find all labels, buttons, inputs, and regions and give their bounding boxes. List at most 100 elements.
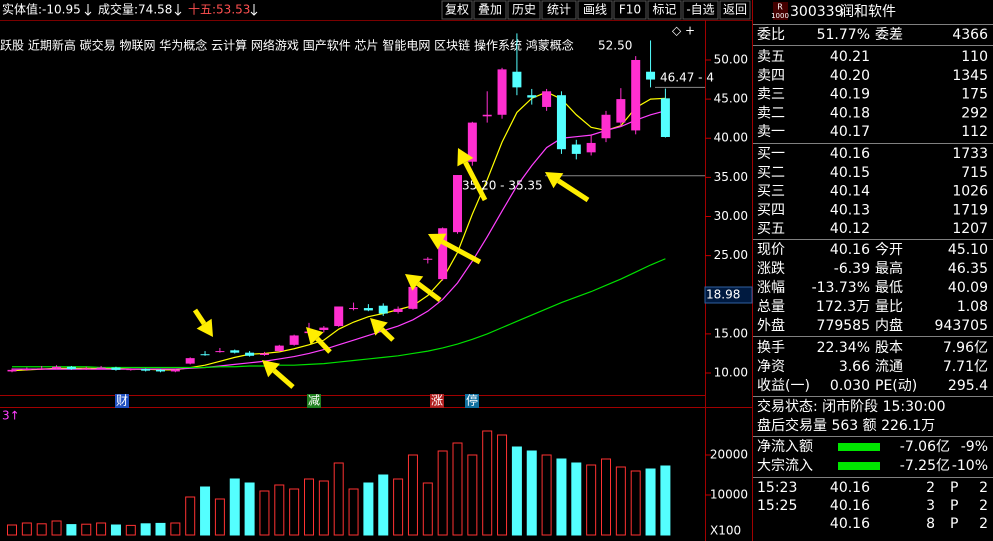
quote-text: 交易状态: 闭市阶段 15:30:00 bbox=[757, 398, 946, 415]
volume-bar bbox=[630, 470, 641, 536]
candle-body bbox=[22, 369, 32, 371]
quote-text: 涨幅 bbox=[757, 280, 785, 296]
toolbar-button[interactable] bbox=[541, 0, 577, 20]
candle-body bbox=[616, 99, 626, 123]
price-cursor-box bbox=[704, 286, 753, 304]
candle-body bbox=[230, 350, 240, 353]
toolbar-button-label[interactable]: 历史 bbox=[512, 3, 536, 17]
candle-body bbox=[542, 91, 552, 107]
quote-text: -9% bbox=[961, 439, 988, 455]
arrow-head bbox=[370, 318, 388, 336]
candle-body bbox=[453, 175, 462, 233]
candle-body bbox=[586, 142, 596, 153]
toolbar-button[interactable] bbox=[682, 0, 719, 20]
candle-body bbox=[512, 71, 522, 88]
indicator: 十五:53.53 bbox=[188, 3, 250, 17]
event-marker[interactable]: 停 bbox=[466, 393, 478, 408]
volume-bar bbox=[452, 442, 463, 536]
toolbar-button[interactable] bbox=[441, 0, 473, 20]
candle-body bbox=[259, 353, 269, 356]
y-tick-label: 45.00 bbox=[714, 92, 748, 106]
toolbar-button-label[interactable]: 画线 bbox=[583, 3, 607, 17]
candle-body bbox=[81, 368, 91, 370]
quote-text: 15:25 bbox=[757, 498, 797, 514]
volume-bar bbox=[200, 486, 211, 536]
candle-body bbox=[527, 95, 537, 98]
toolbar-button[interactable] bbox=[719, 0, 751, 20]
event-marker-box bbox=[465, 394, 479, 408]
quote-text: 40.16 bbox=[830, 516, 870, 532]
quote-text: 779585 bbox=[817, 318, 870, 334]
toolbar-button-label[interactable]: 返回 bbox=[723, 3, 747, 17]
quote-text: 0.030 bbox=[830, 378, 870, 394]
quote-text: 卖五 bbox=[757, 49, 785, 65]
quote-text: 委比 bbox=[757, 27, 785, 43]
moving-average bbox=[12, 110, 666, 370]
annotation: 52.50 bbox=[598, 39, 632, 53]
candle-body bbox=[349, 308, 359, 310]
toolbar-button-label[interactable]: 标记 bbox=[652, 3, 676, 17]
arrow-head bbox=[306, 327, 324, 345]
toolbar-button-label[interactable]: 复权 bbox=[445, 3, 469, 17]
volume-bar bbox=[51, 520, 62, 536]
quote-text: 量比 bbox=[875, 299, 903, 315]
event-marker[interactable]: 减 bbox=[308, 394, 320, 408]
arrow-head bbox=[457, 148, 474, 167]
quote-text: 4366 bbox=[952, 27, 988, 43]
arrow-shaft bbox=[379, 327, 395, 342]
quote-text: 45.10 bbox=[948, 242, 988, 258]
volume-bar bbox=[615, 466, 626, 536]
concepts: 跃股 近期新高 碳交易 物联网 华为概念 云计算 网络游戏 国产软件 芯片 智能… bbox=[0, 38, 574, 53]
toolbar-button[interactable] bbox=[613, 0, 647, 20]
quote-text: P bbox=[950, 498, 958, 514]
toolbar-button[interactable] bbox=[647, 0, 682, 20]
volume-bar bbox=[229, 478, 240, 536]
quote-text: 买五 bbox=[757, 221, 785, 237]
quote-text: 盘后交易量 563 额 226.1万 bbox=[757, 417, 935, 434]
quote-text: 净流入额 bbox=[757, 439, 813, 455]
y-tick-label: 10000 bbox=[710, 488, 748, 502]
volume-unit: X100 bbox=[710, 524, 741, 538]
quote-text: -10% bbox=[952, 458, 988, 474]
volume-bar bbox=[140, 523, 151, 536]
event-marker[interactable]: 财 bbox=[116, 394, 128, 408]
moving-average bbox=[12, 258, 666, 369]
quote-text: 内盘 bbox=[875, 317, 903, 334]
event-marker-box bbox=[115, 394, 129, 408]
candle-body bbox=[319, 327, 329, 330]
toolbar-button[interactable] bbox=[577, 0, 613, 20]
volume-bar bbox=[304, 478, 314, 536]
toolbar-button-label[interactable]: 叠加 bbox=[478, 3, 502, 17]
candle-body bbox=[96, 367, 106, 369]
volume-bar bbox=[363, 482, 374, 536]
event-marker[interactable]: 涨 bbox=[431, 393, 443, 408]
quote-text: 300339 bbox=[790, 4, 843, 20]
volume-bar bbox=[259, 490, 270, 536]
volume-bar bbox=[437, 450, 448, 536]
volume-bar bbox=[526, 450, 537, 536]
toolbar-button-label[interactable]: 统计 bbox=[547, 3, 571, 17]
candle-body bbox=[408, 286, 418, 309]
flow-bar bbox=[838, 462, 880, 470]
quote-text: 1345 bbox=[952, 68, 988, 84]
toolbar-button-label[interactable]: F10 bbox=[619, 3, 641, 17]
indicator-arrows bbox=[84, 4, 258, 16]
quote-text: 112 bbox=[961, 124, 988, 140]
candle-body bbox=[467, 122, 477, 162]
quote-text: 卖二 bbox=[757, 105, 785, 121]
volume-bar bbox=[170, 522, 181, 536]
volume-bar bbox=[601, 458, 611, 536]
toolbar-button-label[interactable]: -自选 bbox=[686, 3, 714, 17]
candle-body bbox=[37, 368, 47, 370]
quote-text: 1719 bbox=[952, 202, 988, 218]
toolbar-button[interactable] bbox=[473, 0, 507, 20]
arrow-shaft bbox=[192, 308, 207, 326]
quote-text: 40.12 bbox=[830, 221, 870, 237]
quote-text: 40.09 bbox=[948, 280, 988, 296]
quote-text: 最高 bbox=[875, 260, 903, 277]
y-tick-label: 10.00 bbox=[714, 366, 748, 380]
volume-bar bbox=[407, 454, 418, 536]
toolbar-button[interactable] bbox=[507, 0, 541, 20]
arrow-shaft bbox=[440, 239, 482, 265]
y-tick-label: 15.00 bbox=[714, 326, 748, 340]
